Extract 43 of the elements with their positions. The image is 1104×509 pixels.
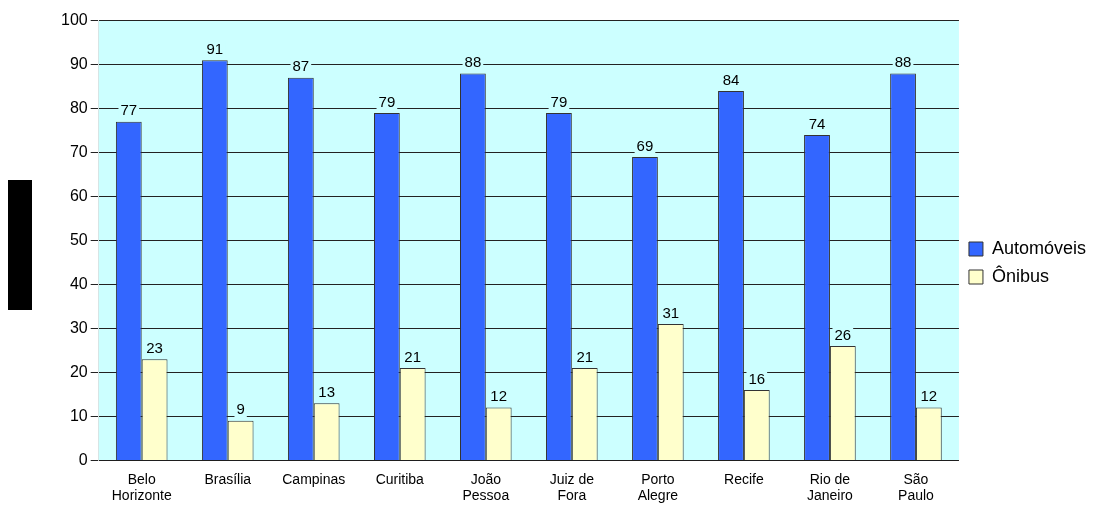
y-tick-label: 10 xyxy=(69,406,88,424)
data-label: 21 xyxy=(404,347,422,365)
y-tick-label: 20 xyxy=(69,362,88,380)
data-label: 79 xyxy=(550,92,568,110)
y-tick-label: 0 xyxy=(78,450,88,468)
y-tick-label: 100 xyxy=(60,11,88,29)
x-tick-label: Porto Alegre xyxy=(637,470,679,504)
x-tick-label: Rio de Janeiro xyxy=(806,470,854,504)
x-tick-label: Belo Horizonte xyxy=(111,470,172,504)
y-tick-label: 30 xyxy=(69,318,88,336)
y-tick-label: 70 xyxy=(69,142,88,160)
data-label: 79 xyxy=(378,92,396,110)
legend-label: Ônibus xyxy=(991,264,1049,286)
data-label: 16 xyxy=(748,369,766,387)
data-label: 69 xyxy=(636,136,654,154)
data-label: 91 xyxy=(206,39,224,57)
y-tick-label: 40 xyxy=(69,274,88,292)
x-tick-label: João Pessoa xyxy=(462,470,510,504)
y-tick-label: 60 xyxy=(69,186,88,204)
y-tick-label: 50 xyxy=(69,230,88,248)
data-label: 12 xyxy=(490,387,508,405)
x-tick-label: Curitiba xyxy=(375,470,425,487)
data-label: 87 xyxy=(292,57,310,75)
data-label: 9 xyxy=(236,400,245,418)
data-label: 23 xyxy=(146,338,163,356)
data-label: 74 xyxy=(808,114,826,132)
data-label: 31 xyxy=(662,303,680,321)
y-tick-label: 80 xyxy=(69,98,88,116)
data-label: 88 xyxy=(464,53,482,71)
data-label: 26 xyxy=(834,325,852,343)
data-label: 88 xyxy=(894,53,912,71)
y-tick-label: 90 xyxy=(69,54,88,72)
data-label: 84 xyxy=(722,70,740,88)
data-label: 77 xyxy=(120,101,138,119)
x-tick-label: Juiz de Fora xyxy=(549,470,595,504)
data-label: 21 xyxy=(576,347,594,365)
x-tick-label: São Paulo xyxy=(898,470,935,504)
x-tick-label: Brasília xyxy=(204,470,252,487)
data-label: 12 xyxy=(920,387,938,405)
x-tick-label: Campinas xyxy=(282,470,346,487)
data-label: 13 xyxy=(318,382,336,400)
legend-label: Automóveis xyxy=(991,237,1086,258)
x-tick-label: Recife xyxy=(724,470,764,487)
